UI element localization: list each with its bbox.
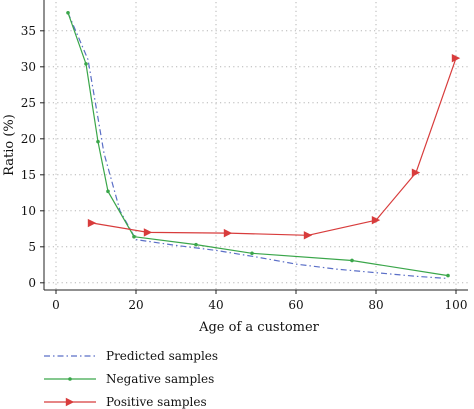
y-tick-label: 0 bbox=[28, 276, 36, 290]
x-tick-label: 20 bbox=[128, 298, 143, 312]
x-axis-label: Age of a customer bbox=[198, 320, 320, 335]
series-layer bbox=[66, 11, 461, 280]
series-line bbox=[91, 58, 457, 236]
data-point bbox=[411, 168, 421, 177]
data-point bbox=[96, 139, 100, 144]
x-tick-label: 60 bbox=[288, 298, 303, 312]
data-point bbox=[194, 242, 198, 247]
y-tick-label: 20 bbox=[21, 132, 36, 146]
legend-marker bbox=[65, 397, 75, 407]
legend-item: Negative samples bbox=[44, 372, 214, 386]
data-point bbox=[84, 62, 88, 66]
series-negative-samples bbox=[66, 11, 450, 278]
data-point bbox=[446, 273, 450, 278]
series-positive-samples bbox=[87, 53, 461, 240]
legend-item: Positive samples bbox=[44, 395, 207, 409]
y-tick-label: 25 bbox=[21, 96, 36, 110]
y-tick-label: 5 bbox=[28, 240, 36, 254]
data-point bbox=[371, 215, 381, 225]
data-point bbox=[143, 228, 153, 237]
data-point bbox=[303, 231, 313, 240]
data-point bbox=[66, 11, 70, 15]
grid bbox=[44, 2, 468, 290]
legend-marker bbox=[68, 377, 72, 381]
series-line bbox=[67, 12, 449, 277]
legend: Predicted samples Negative samples Positiv… bbox=[44, 349, 218, 409]
x-tick-label: 80 bbox=[368, 298, 383, 312]
data-point bbox=[451, 53, 461, 63]
x-tick-label: 40 bbox=[208, 298, 223, 312]
series-predicted-samples bbox=[67, 12, 449, 280]
data-point bbox=[250, 251, 254, 256]
data-point bbox=[223, 228, 233, 238]
data-point bbox=[106, 189, 110, 194]
data-point bbox=[87, 218, 97, 228]
axes bbox=[40, 0, 468, 294]
legend-item: Predicted samples bbox=[44, 349, 218, 363]
y-tick-label: 35 bbox=[21, 24, 36, 38]
y-tick-label: 10 bbox=[21, 204, 36, 218]
x-tick-label: 100 bbox=[445, 298, 468, 312]
y-axis-label: Ratio (%) bbox=[2, 114, 17, 176]
data-point bbox=[350, 258, 354, 263]
legend-label: Negative samples bbox=[106, 372, 214, 386]
series-line bbox=[67, 12, 449, 280]
x-tick-label: 0 bbox=[52, 298, 60, 312]
tick-labels: 0 20 40 60 80 100 0 5 10 15 20 25 30 35 bbox=[21, 24, 468, 312]
y-tick-label: 30 bbox=[21, 60, 36, 74]
y-tick-label: 15 bbox=[21, 168, 36, 182]
legend-label: Positive samples bbox=[106, 395, 207, 409]
legend-label: Predicted samples bbox=[106, 349, 218, 363]
data-point bbox=[132, 234, 136, 239]
